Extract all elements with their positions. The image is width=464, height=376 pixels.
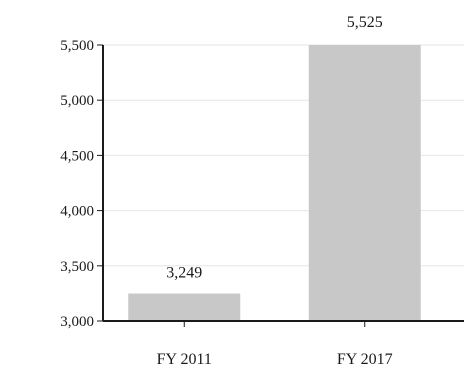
bars — [128, 45, 421, 321]
labels: 3,000 3,500 4,000 4,500 5,000 5,500 3,249 FY 20… — [60, 14, 392, 368]
y-tick-label: 4,000 — [60, 204, 94, 220]
x-category-label: FY 2011 — [157, 351, 212, 368]
axes — [97, 44, 464, 327]
x-category-label: FY 2017 — [337, 351, 393, 368]
bar — [128, 293, 241, 321]
y-tick-label: 5,000 — [60, 93, 94, 109]
bar — [308, 45, 421, 321]
data-label: 5,525 — [347, 14, 383, 31]
y-tick-label: 4,500 — [60, 148, 94, 164]
data-label: 3,249 — [166, 265, 202, 282]
y-tick-label: 3,000 — [60, 314, 94, 330]
y-tick-label: 3,500 — [60, 259, 94, 275]
y-tick-label: 5,500 — [60, 38, 94, 54]
